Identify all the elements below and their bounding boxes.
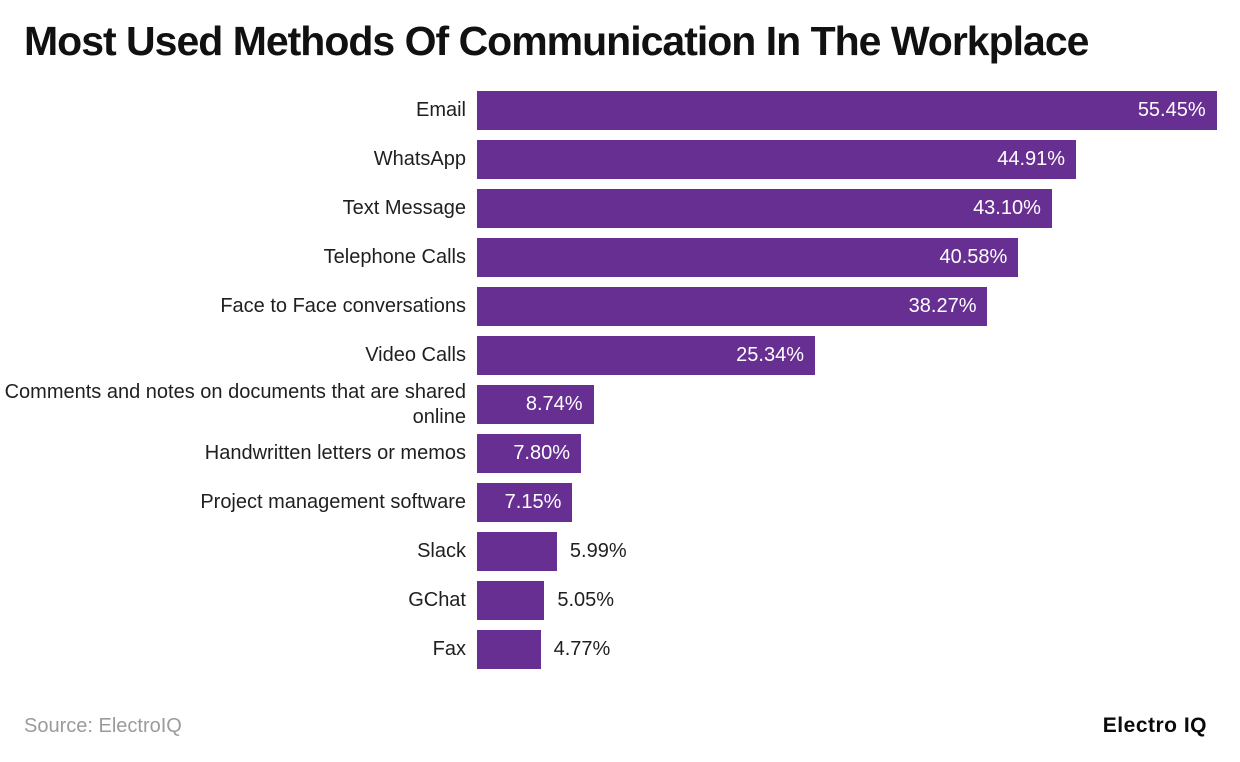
bar-row: Slack 5.99% (0, 527, 1240, 576)
value-label: 43.10% (973, 197, 1041, 219)
value-label: 44.91% (997, 148, 1066, 170)
bar-track: 25.34% (477, 336, 1240, 375)
bar: 40.58% (477, 238, 1019, 277)
bar: 7.80% (477, 434, 582, 473)
brand-logo: Electro IQ (1102, 714, 1207, 737)
bar-track: 38.27% (477, 287, 1240, 326)
category-label: Email (415, 99, 466, 121)
category-label: GChat (408, 589, 466, 611)
value-label: 5.05% (557, 589, 615, 611)
category-label: Slack (417, 540, 466, 562)
value-label: 7.80% (513, 442, 571, 464)
bar (477, 630, 541, 669)
bar: 7.15% (477, 483, 573, 522)
bar-row: Handwritten letters or memos 7.80% (0, 429, 1240, 478)
value-label: 40.58% (939, 246, 1008, 268)
category-label: Face to Face conversations (220, 295, 466, 317)
value-label: 8.74% (525, 393, 583, 415)
category-label: Telephone Calls (323, 246, 466, 268)
bar-track: 7.15% (477, 483, 1240, 522)
bar-track: 7.80% (477, 434, 1240, 473)
value-label: 25.34% (736, 344, 804, 366)
chart-title: Most Used Methods Of Communication In Th… (24, 18, 1089, 64)
bar-track: 40.58% (477, 238, 1240, 277)
source-label: Source: ElectroIQ (24, 714, 182, 737)
bar-track: 4.77% (477, 630, 1240, 669)
bar: 55.45% (477, 91, 1217, 130)
bar-track: 8.74% (477, 385, 1240, 424)
value-label: 7.15% (504, 491, 562, 513)
bar-row: WhatsApp 44.91% (0, 135, 1240, 184)
bar: 43.10% (477, 189, 1052, 228)
category-label: Project management software (200, 491, 466, 513)
bar (477, 581, 545, 620)
bar: 44.91% (477, 140, 1077, 179)
category-label: Fax (432, 638, 466, 660)
bar-track: 43.10% (477, 189, 1240, 228)
bar-track: 5.05% (477, 581, 1240, 620)
value-label: 38.27% (908, 295, 977, 317)
bar-row: Email 55.45% (0, 86, 1240, 135)
bar (477, 532, 557, 571)
category-label: WhatsApp (373, 148, 466, 170)
bar: 38.27% (477, 287, 988, 326)
bar-row: Face to Face conversations 38.27% (0, 282, 1240, 331)
bar-row: Project management software 7.15% (0, 478, 1240, 527)
bar-row: Fax 4.77% (0, 625, 1240, 674)
bar-row: Comments and notes on documents that are… (0, 380, 1240, 429)
bar-row: Telephone Calls 40.58% (0, 233, 1240, 282)
value-label: 55.45% (1137, 99, 1206, 121)
value-label: 5.99% (569, 540, 627, 562)
bar-row: Text Message 43.10% (0, 184, 1240, 233)
category-label: Text Message (342, 197, 466, 219)
bar-row: GChat 5.05% (0, 576, 1240, 625)
category-label: Comments and notes on documents that are… (4, 380, 466, 428)
bar: 8.74% (477, 385, 594, 424)
bar-track: 5.99% (477, 532, 1240, 571)
category-label: Video Calls (365, 344, 466, 366)
bar-track: 44.91% (477, 140, 1240, 179)
bar: 25.34% (477, 336, 815, 375)
bar-track: 55.45% (477, 91, 1240, 130)
value-label: 4.77% (553, 638, 611, 660)
category-label: Handwritten letters or memos (204, 442, 466, 464)
bar-chart: Email 55.45% WhatsApp 44.91% Text Message 43.… (0, 86, 1240, 674)
footer: Source: ElectroIQ Electro IQ (24, 706, 1207, 746)
bar-row: Video Calls 25.34% (0, 331, 1240, 380)
